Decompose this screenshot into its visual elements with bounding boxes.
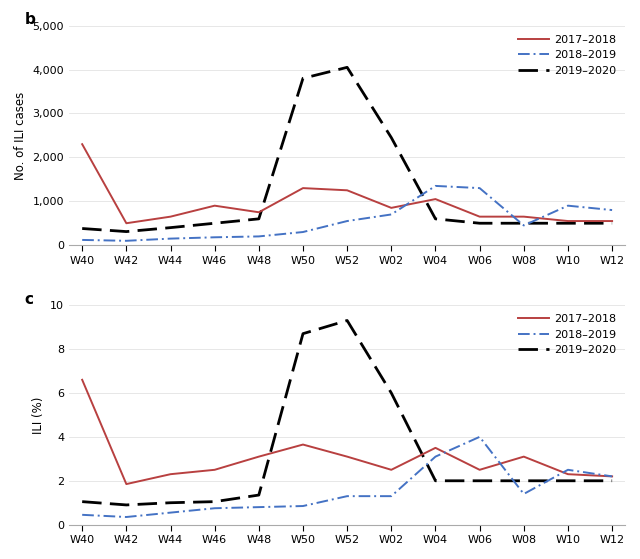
2019–2020	[520, 220, 527, 226]
2019–2020	[166, 499, 174, 506]
2019–2020	[122, 501, 130, 508]
2019–2020	[255, 215, 262, 222]
2017–2018	[431, 444, 439, 451]
2018–2019	[211, 234, 218, 240]
2017–2018	[255, 209, 262, 216]
2017–2018	[476, 466, 483, 473]
2017–2018	[520, 214, 527, 220]
2017–2018	[520, 453, 527, 460]
2018–2019	[520, 222, 527, 229]
2018–2019	[343, 217, 351, 224]
2018–2019	[122, 238, 130, 244]
Legend: 2017–2018, 2018–2019, 2019–2020: 2017–2018, 2018–2019, 2019–2020	[515, 31, 620, 79]
2019–2020	[564, 220, 572, 226]
2019–2020	[608, 220, 616, 226]
2018–2019	[431, 183, 439, 190]
Text: b: b	[24, 12, 35, 27]
2019–2020	[387, 134, 395, 141]
2017–2018	[299, 441, 307, 448]
Text: c: c	[24, 292, 33, 307]
2017–2018	[122, 481, 130, 487]
Line: 2017–2018: 2017–2018	[82, 144, 612, 223]
2019–2020	[166, 224, 174, 231]
2017–2018	[211, 466, 218, 473]
2017–2018	[299, 185, 307, 192]
2017–2018	[166, 214, 174, 220]
2019–2020	[211, 220, 218, 226]
Y-axis label: ILI (%): ILI (%)	[31, 396, 45, 434]
Legend: 2017–2018, 2018–2019, 2019–2020: 2017–2018, 2018–2019, 2019–2020	[515, 311, 620, 358]
2018–2019	[608, 473, 616, 480]
Line: 2018–2019: 2018–2019	[82, 186, 612, 241]
2019–2020	[431, 477, 439, 484]
2017–2018	[608, 473, 616, 480]
2019–2020	[476, 477, 483, 484]
2018–2019	[166, 509, 174, 516]
2018–2019	[122, 514, 130, 520]
Line: 2017–2018: 2017–2018	[82, 380, 612, 484]
2018–2019	[608, 207, 616, 214]
2017–2018	[387, 466, 395, 473]
2018–2019	[255, 233, 262, 240]
Line: 2019–2020: 2019–2020	[82, 320, 612, 505]
2018–2019	[387, 493, 395, 500]
2017–2018	[564, 217, 572, 224]
2019–2020	[431, 215, 439, 222]
2019–2020	[255, 492, 262, 499]
2019–2020	[78, 498, 86, 505]
2017–2018	[387, 205, 395, 211]
2018–2019	[476, 434, 483, 440]
Y-axis label: No. of ILI cases: No. of ILI cases	[14, 91, 27, 179]
2019–2020	[564, 477, 572, 484]
2017–2018	[78, 376, 86, 383]
2017–2018	[343, 187, 351, 193]
2017–2018	[564, 471, 572, 477]
2018–2019	[343, 493, 351, 500]
2018–2019	[78, 511, 86, 518]
2019–2020	[211, 498, 218, 505]
2018–2019	[564, 202, 572, 209]
2017–2018	[78, 141, 86, 148]
2019–2020	[299, 330, 307, 337]
2019–2020	[299, 75, 307, 82]
2017–2018	[343, 453, 351, 460]
2018–2019	[299, 229, 307, 235]
Line: 2019–2020: 2019–2020	[82, 67, 612, 231]
2019–2020	[387, 390, 395, 396]
2018–2019	[299, 503, 307, 509]
2018–2019	[255, 504, 262, 510]
2019–2020	[343, 64, 351, 70]
2018–2019	[564, 466, 572, 473]
2017–2018	[211, 202, 218, 209]
2017–2018	[431, 196, 439, 202]
2017–2018	[608, 217, 616, 224]
Line: 2018–2019: 2018–2019	[82, 437, 612, 517]
2018–2019	[431, 453, 439, 460]
2019–2020	[343, 317, 351, 324]
2018–2019	[476, 185, 483, 192]
2017–2018	[255, 453, 262, 460]
2017–2018	[122, 220, 130, 226]
2019–2020	[608, 477, 616, 484]
2018–2019	[211, 505, 218, 511]
2019–2020	[78, 225, 86, 232]
2019–2020	[476, 220, 483, 226]
2017–2018	[476, 214, 483, 220]
2018–2019	[166, 235, 174, 242]
2019–2020	[122, 228, 130, 235]
2018–2019	[520, 491, 527, 498]
2017–2018	[166, 471, 174, 477]
2018–2019	[78, 236, 86, 243]
2019–2020	[520, 477, 527, 484]
2018–2019	[387, 211, 395, 218]
